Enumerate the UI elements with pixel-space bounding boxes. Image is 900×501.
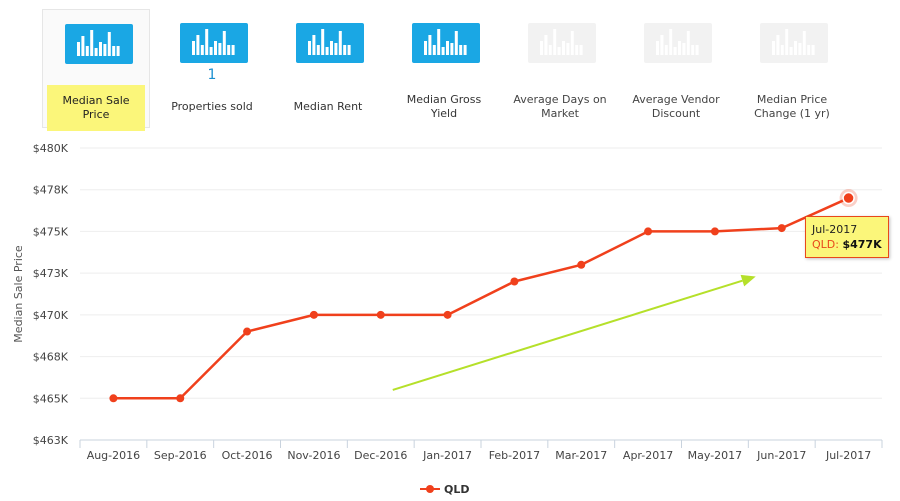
bar-chart-icon bbox=[644, 23, 712, 63]
x-axis: Aug-2016 Sep-2016 Oct-2016 Nov-2016 Dec-2016… bbox=[79, 439, 883, 462]
tooltip-series: QLD: bbox=[812, 238, 843, 251]
tooltip-category: Jul-2017 bbox=[812, 223, 858, 236]
y-tick-label: $468K bbox=[33, 351, 69, 364]
tab-label: Average Days on Market bbox=[513, 93, 607, 120]
y-axis-label: Median Sale Price bbox=[12, 245, 25, 343]
x-tick-label: Apr-2017 bbox=[623, 449, 673, 462]
y-tick-label: $473K bbox=[33, 267, 69, 280]
series-qld bbox=[109, 189, 858, 403]
x-tick-label: Jan-2017 bbox=[422, 449, 472, 462]
x-tick-label: Nov-2016 bbox=[287, 449, 340, 462]
y-tick-label: $470K bbox=[33, 309, 69, 322]
data-point[interactable] bbox=[109, 394, 118, 403]
data-point[interactable] bbox=[644, 227, 653, 236]
legend-label: QLD bbox=[444, 482, 470, 496]
x-tick-label: Sep-2016 bbox=[154, 449, 207, 462]
x-tick-label: Dec-2016 bbox=[354, 449, 407, 462]
bar-chart-icon bbox=[296, 23, 364, 63]
tab-average-days-on-market[interactable]: Average Days on Market bbox=[506, 9, 614, 128]
tab-label: Median Rent bbox=[293, 100, 363, 113]
x-tick-label: Jun-2017 bbox=[756, 449, 806, 462]
tab-median-rent[interactable]: Median Rent bbox=[274, 9, 382, 128]
tab-label: Properties sold bbox=[171, 100, 253, 113]
bar-chart-icon bbox=[412, 23, 480, 63]
y-tick-label: $463K bbox=[33, 434, 69, 447]
data-point[interactable] bbox=[577, 260, 586, 269]
legend-marker bbox=[420, 485, 440, 493]
tab-label: Median Price Change (1 yr) bbox=[754, 93, 830, 120]
trend-arrow-shaft bbox=[392, 279, 743, 391]
data-point[interactable] bbox=[777, 224, 786, 233]
tab-count: 1 bbox=[207, 67, 217, 83]
tab-median-sale-price[interactable]: Median Sale Price bbox=[42, 9, 150, 131]
tab-properties-sold[interactable]: 1 Properties sold bbox=[158, 9, 266, 128]
bar-chart-icon bbox=[760, 23, 828, 63]
bar-chart-icon bbox=[65, 24, 133, 64]
tab-median-gross-yield[interactable]: Median Gross Yield bbox=[390, 9, 498, 128]
data-point[interactable] bbox=[309, 310, 318, 319]
trend-arrow-head bbox=[740, 274, 756, 287]
y-tick-label: $480K bbox=[33, 142, 69, 155]
data-point[interactable] bbox=[376, 310, 385, 319]
metric-tabs: Median Sale Price 1 Properties sold Medi… bbox=[0, 0, 900, 135]
tooltip-value: $477K bbox=[842, 238, 882, 251]
y-tick-label: $465K bbox=[33, 392, 69, 405]
tab-label: Median Sale Price bbox=[47, 85, 145, 131]
y-tick-label: $475K bbox=[33, 225, 69, 238]
x-tick-label: Mar-2017 bbox=[555, 449, 607, 462]
x-tick-label: Jul-2017 bbox=[825, 449, 871, 462]
x-tick-label: Feb-2017 bbox=[489, 449, 540, 462]
data-point[interactable] bbox=[443, 310, 452, 319]
tooltip: Jul-2017 QLD: $477K bbox=[805, 216, 889, 258]
tab-median-price-change[interactable]: Median Price Change (1 yr) bbox=[738, 9, 846, 128]
data-point[interactable] bbox=[710, 227, 719, 236]
y-axis: $463K $465K $468K $470K $473K $475K $478K $480K bbox=[33, 142, 69, 447]
grid bbox=[80, 147, 882, 399]
x-tick-label: May-2017 bbox=[688, 449, 743, 462]
trend-arrow bbox=[392, 274, 756, 391]
x-tick-label: Aug-2016 bbox=[87, 449, 140, 462]
data-point[interactable] bbox=[842, 191, 855, 205]
data-point[interactable] bbox=[176, 394, 185, 403]
median-sale-price-chart: $463K $465K $468K $470K $473K $475K $478K $480K… bbox=[12, 142, 883, 462]
data-point[interactable] bbox=[510, 277, 519, 286]
legend-item-qld[interactable]: QLD bbox=[420, 480, 470, 498]
series-line bbox=[113, 196, 850, 400]
bar-chart-icon bbox=[180, 23, 248, 63]
y-tick-label: $478K bbox=[33, 184, 69, 197]
data-point[interactable] bbox=[243, 327, 252, 336]
x-tick-label: Oct-2016 bbox=[222, 449, 273, 462]
bar-chart-icon bbox=[528, 23, 596, 63]
tab-label: Median Gross Yield bbox=[406, 93, 482, 120]
tab-label: Average Vendor Discount bbox=[632, 93, 720, 120]
tab-average-vendor-discount[interactable]: Average Vendor Discount bbox=[622, 9, 730, 128]
